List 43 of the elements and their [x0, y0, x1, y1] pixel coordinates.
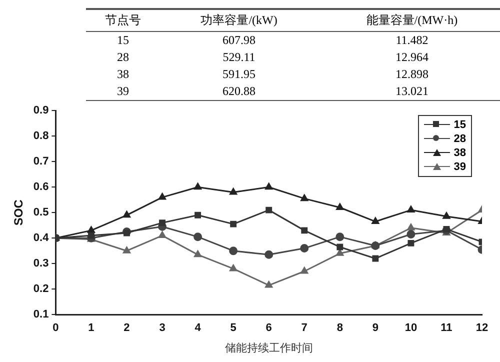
y-tick-label: 0.9: [33, 104, 49, 117]
text: 591.95: [222, 66, 257, 83]
y-tick-label: 0.3: [33, 258, 49, 270]
text: 12.964: [394, 49, 430, 66]
legend-label: 38: [454, 147, 466, 159]
x-tick-label: 5: [230, 322, 236, 334]
text: 620.88: [222, 83, 257, 100]
x-tick-label: 7: [301, 322, 308, 334]
x-tick-label: 10: [404, 322, 418, 334]
x-tick-label: 4: [194, 322, 202, 334]
y-tick-label: 0.5: [33, 206, 49, 219]
x-tick-label: 11: [440, 322, 452, 334]
category-label: 功率容量/(kW): [160, 9, 318, 32]
y-axis-title: SOC: [12, 199, 26, 226]
x-tick-label: 12: [476, 322, 488, 334]
text: 39: [116, 83, 130, 100]
x-axis-title: 储能持续工作时间: [224, 341, 313, 354]
y-tick-label: 0.6: [33, 181, 49, 194]
x-tick-label: 8: [336, 322, 343, 334]
text: 12.898: [394, 66, 430, 83]
legend-label: 15: [454, 119, 466, 131]
legend-label: 28: [454, 133, 466, 145]
y-tick-label: 0.2: [33, 283, 49, 296]
y-tick-label: 0.4: [33, 232, 50, 244]
text: 11.482: [394, 32, 430, 49]
y-tick-label: 0.8: [33, 130, 49, 142]
y-tick-label: 0.7: [33, 156, 49, 168]
text: 15: [116, 32, 130, 49]
category-label: 能量容量/(MW·h): [318, 9, 500, 32]
x-tick-label: 6: [266, 322, 272, 334]
text: 529.11: [222, 49, 256, 66]
category-label: 节点号: [86, 9, 160, 32]
text: 28: [116, 49, 130, 66]
text: 38: [116, 66, 130, 83]
x-tick-label: 0: [52, 322, 59, 334]
text: 607.98: [222, 32, 257, 49]
x-tick-label: 1: [88, 322, 94, 334]
text: 13.021: [394, 83, 430, 100]
y-tick-label: 0.1: [33, 308, 49, 321]
x-tick-label: 9: [372, 322, 378, 334]
x-tick-label: 3: [159, 322, 166, 334]
legend-label: 39: [454, 161, 466, 173]
x-tick-label: 2: [124, 322, 130, 334]
